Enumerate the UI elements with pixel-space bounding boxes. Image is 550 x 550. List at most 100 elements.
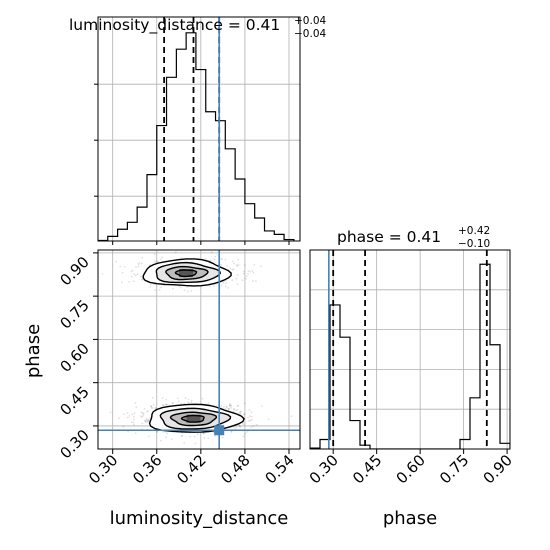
joint-scatter-point	[249, 415, 252, 417]
joint-scatter-point	[135, 266, 137, 268]
phase-title: phase = 0.41	[337, 228, 441, 246]
joint-scatter-point	[236, 265, 239, 267]
joint-scatter-point	[232, 268, 235, 271]
joint-scatter-point	[242, 435, 245, 438]
joint-scatter-point	[174, 251, 177, 254]
joint-scatter-point	[187, 398, 190, 401]
joint-scatter-point	[244, 432, 247, 435]
joint-scatter-point	[118, 417, 120, 420]
phase-x-ticks: 0.30 0.45 0.60 0.75 0.90	[306, 449, 516, 487]
joint-ytick-label: 0.60	[56, 340, 92, 376]
joint-scatter-point	[203, 432, 205, 435]
joint-scatter-point	[220, 263, 222, 266]
joint-contour-0-3	[174, 269, 198, 278]
joint-scatter-point	[193, 435, 196, 438]
joint-scatter-point	[260, 265, 262, 268]
ld-marginal-ticks	[94, 83, 290, 245]
joint-scatter-point	[142, 414, 145, 417]
joint-scatter-point	[207, 402, 210, 405]
joint-scatter-point	[235, 264, 238, 266]
joint-scatter-point	[227, 287, 230, 289]
joint-scatter-point	[202, 432, 205, 435]
ld-hist-bin	[255, 218, 265, 241]
joint-scatter-point	[180, 435, 183, 438]
joint-scatter-point	[183, 289, 186, 292]
joint-scatter-point	[127, 430, 129, 433]
joint-contour-0-2	[165, 265, 209, 281]
joint-scatter-point	[155, 259, 158, 262]
phase-title-sup: +0.42	[458, 225, 490, 237]
joint-density-fill	[143, 258, 244, 433]
joint-scatter-point	[121, 271, 124, 274]
joint-scatter-point	[140, 415, 142, 418]
joint-scatter-point	[130, 270, 133, 273]
joint-scatter-point	[160, 439, 162, 442]
joint-scatter-point	[137, 263, 140, 265]
joint-scatter-point	[220, 257, 223, 260]
joint-scatter-point	[233, 408, 235, 411]
ld-hist-bin	[118, 229, 128, 241]
joint-scatter-point	[165, 403, 168, 406]
joint-scatter-point	[225, 282, 228, 285]
joint-scatter-point	[180, 402, 182, 405]
joint-scatter-point	[238, 424, 241, 427]
joint-scatter-point	[141, 256, 144, 259]
joint-scatter-point	[132, 421, 135, 424]
joint-scatter-point	[242, 423, 245, 426]
joint-scatter-point	[239, 425, 242, 428]
ld-hist-bin	[235, 179, 245, 241]
joint-scatter-point	[235, 409, 238, 412]
joint-scatter-point	[166, 432, 168, 435]
joint-scatter-point	[260, 405, 263, 407]
joint-scatter-point	[126, 412, 129, 414]
joint-scatter-point	[177, 400, 180, 403]
joint-scatter-point	[132, 416, 135, 418]
joint-scatter-point	[141, 416, 143, 418]
joint-scatter-point	[143, 408, 146, 410]
joint-scatter-point	[145, 419, 148, 422]
joint-scatter-point	[250, 411, 253, 414]
joint-scatter-point	[252, 271, 255, 274]
joint-scatter-point	[135, 406, 138, 409]
joint-scatter-point	[147, 421, 150, 423]
phase-hist-bin	[350, 421, 360, 449]
joint-contour-1-3	[180, 414, 205, 423]
joint-scatter-point	[145, 417, 148, 420]
joint-scatter-point	[240, 410, 243, 413]
joint-scatter-point	[231, 279, 234, 281]
joint-scatter-point	[290, 415, 293, 418]
ld-hist-bin	[147, 175, 157, 241]
joint-scatter-point	[146, 420, 149, 423]
joint-scatter-point	[126, 416, 129, 419]
joint-scatter-point	[161, 256, 164, 259]
ld-hist-bin	[137, 207, 147, 241]
joint-scatter-point	[153, 260, 156, 263]
joint-scatter-point	[247, 416, 250, 419]
joint-ytick-label: 0.45	[56, 383, 92, 419]
joint-scatter-point	[243, 402, 246, 405]
ld-marginal-grid	[98, 17, 300, 241]
joint-scatter-point	[201, 397, 204, 400]
joint-scatter-point	[165, 398, 168, 401]
joint-scatter-point	[151, 407, 154, 410]
joint-scatter-point	[255, 280, 257, 283]
joint-ytick-label: 0.90	[56, 253, 92, 289]
joint-scatter-point	[228, 404, 231, 407]
joint-scatter-point	[247, 270, 250, 272]
phase-xlabel: phase	[383, 508, 437, 529]
phase-title-sub: −0.10	[458, 238, 490, 250]
joint-scatter-point	[248, 419, 250, 422]
joint-scatter-point	[184, 397, 187, 400]
ld-hist-bin	[245, 204, 255, 241]
joint-scatter-point	[162, 404, 165, 406]
phase-xtick-label: 0.90	[480, 451, 516, 487]
ld-title-sup: +0.04	[294, 15, 326, 27]
joint-scatter-point	[221, 258, 224, 260]
phase-histogram-step	[310, 263, 510, 449]
joint-scatter-point	[163, 284, 166, 287]
joint-scatter-point	[241, 279, 244, 282]
joint-scatter-point	[189, 435, 192, 438]
joint-scatter-point	[149, 416, 152, 419]
ld-hist-bin	[265, 231, 275, 241]
joint-scatter-point	[115, 260, 118, 263]
